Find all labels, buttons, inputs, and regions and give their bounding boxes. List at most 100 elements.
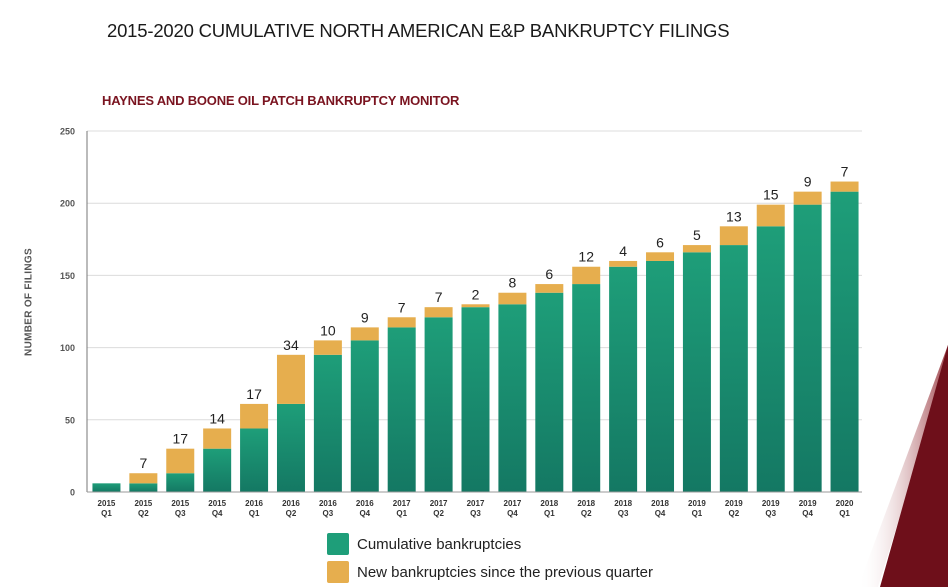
data-label: 17 [246,386,262,402]
x-tick-quarter: Q4 [655,509,666,518]
data-label: 5 [693,227,701,243]
bar-new [240,403,269,429]
x-tick-year: 2017 [393,499,411,508]
legend-label: New bankruptcies since the previous quar… [357,563,653,581]
bar-cumulative [646,260,675,492]
x-tick-quarter: Q4 [359,509,370,518]
bar-new [350,327,379,341]
data-label: 15 [763,187,779,203]
bar-cumulative [793,204,822,493]
x-tick-year: 2019 [725,499,743,508]
bar-cumulative [129,483,158,492]
y-tick-label: 150 [60,271,75,281]
legend-swatch-new [327,561,349,583]
page-title: 2015-2020 CUMULATIVE NORTH AMERICAN E&P … [107,20,730,41]
data-label: 17 [172,431,188,447]
x-tick-quarter: Q4 [802,509,813,518]
data-label: 9 [804,174,812,190]
data-label: 7 [841,164,849,180]
data-label: 6 [656,234,664,250]
x-tick-quarter: Q1 [249,509,260,518]
data-label: 4 [619,243,627,259]
x-tick-year: 2018 [540,499,558,508]
x-tick-year: 2016 [356,499,374,508]
bar-new [203,428,232,449]
bar-cumulative [498,304,527,492]
x-tick-year: 2016 [319,499,337,508]
bar-cumulative [203,448,232,492]
x-tick-quarter: Q3 [765,509,776,518]
data-label: 7 [139,455,147,471]
corner-gradient-band [858,345,948,587]
bar-new [424,307,453,318]
x-tick-year: 2020 [836,499,854,508]
x-tick-year: 2019 [762,499,780,508]
x-tick-quarter: Q1 [544,509,555,518]
bar-cumulative [572,284,601,492]
bar-new [609,260,638,267]
x-tick-year: 2016 [282,499,300,508]
bar-cumulative [756,226,785,492]
data-labels: 7 17 14 17 34 10 9 7 7 2 8 6 12 4 6 5 13 15 9 7 [139,164,848,472]
x-tick-quarter: Q4 [507,509,518,518]
bar-new [793,191,822,205]
legend-item-cumulative: Cumulative bankruptcies [327,530,653,558]
x-tick-quarter: Q1 [839,509,850,518]
x-tick-year: 2015 [134,499,152,508]
x-tick-quarter: Q3 [175,509,186,518]
corner-triangle [880,345,948,587]
bar-cumulative [166,473,195,492]
bar-cumulative [535,292,564,492]
x-tick-year: 2015 [208,499,226,508]
data-label: 7 [435,289,443,305]
x-tick-quarter: Q3 [323,509,334,518]
y-tick-label: 0 [70,488,75,498]
x-tick-quarter: Q2 [581,509,592,518]
x-tick-year: 2017 [467,499,485,508]
bar-new [682,245,711,253]
y-axis-ticks: 0 50 100 150 200 250 [60,127,75,498]
bar-new [535,284,564,293]
bar-new [572,266,601,285]
y-tick-label: 200 [60,199,75,209]
x-tick-year: 2019 [799,499,817,508]
y-tick-label: 100 [60,343,75,353]
legend-label: Cumulative bankruptcies [357,535,522,553]
x-tick-quarter: Q1 [396,509,407,518]
data-label: 34 [283,337,299,353]
bar-new [313,340,342,355]
bar-cumulative [830,191,859,492]
bar-cumulative [92,483,121,492]
legend-item-new: New bankruptcies since the previous quar… [327,558,653,586]
bar-new [387,317,416,328]
bar-cumulative [240,428,269,492]
x-tick-year: 2015 [171,499,189,508]
x-tick-year: 2018 [614,499,632,508]
x-tick-quarter: Q4 [212,509,223,518]
x-tick-year: 2017 [430,499,448,508]
y-tick-label: 250 [60,127,75,137]
x-tick-year: 2018 [651,499,669,508]
bar-cumulative [461,307,490,492]
x-tick-year: 2018 [577,499,595,508]
bar-cumulative [609,266,638,492]
data-label: 12 [578,249,594,265]
data-label: 13 [726,208,742,224]
bar-new [166,448,195,474]
data-label: 7 [398,299,406,315]
data-label: 14 [209,410,225,426]
x-tick-year: 2019 [688,499,706,508]
bar-cumulative [387,327,416,492]
bar-cumulative [682,252,711,492]
x-tick-quarter: Q2 [138,509,149,518]
bar-new [830,181,859,192]
bar-new [646,252,675,261]
bar-cumulative [313,354,342,492]
bars [92,181,859,493]
data-label: 9 [361,309,369,325]
bar-cumulative [350,340,379,492]
bar-new [719,226,748,246]
bar-new [276,354,305,404]
